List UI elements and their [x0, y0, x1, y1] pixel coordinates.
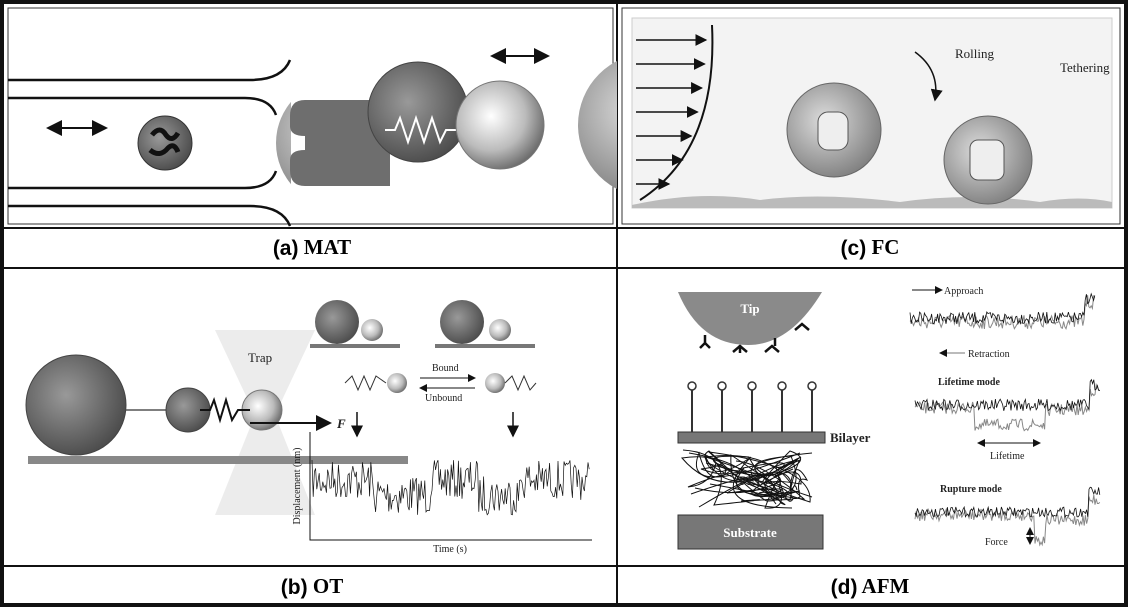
ligand	[688, 382, 696, 390]
afm-tip	[678, 292, 822, 345]
label: Tethering	[1060, 60, 1110, 75]
bead	[489, 319, 511, 341]
bead	[456, 81, 544, 169]
label: Lifetime	[990, 451, 1025, 462]
cell	[26, 355, 126, 455]
cell	[368, 62, 468, 162]
label: PEI	[739, 473, 761, 488]
axis-label: Displacement (nm)	[292, 448, 303, 525]
label: F	[336, 416, 346, 431]
ligand	[748, 382, 756, 390]
bead	[361, 319, 383, 341]
label: Rolling	[955, 46, 995, 61]
cell	[138, 116, 192, 170]
plot-axes	[310, 432, 592, 540]
nucleus	[970, 140, 1004, 180]
panel-b-art: F Trap Bound Unbound Displacement (nm) T…	[26, 300, 592, 555]
ligand	[778, 382, 786, 390]
spring	[505, 376, 536, 390]
label: Approach	[944, 286, 983, 297]
caption: (b) OT	[281, 574, 343, 599]
trace	[910, 295, 1095, 329]
label: Unbound	[425, 393, 462, 404]
bead	[485, 373, 505, 393]
label: Tip	[740, 301, 759, 316]
cell	[440, 300, 484, 344]
caption: (a) MAT	[273, 235, 351, 260]
surface	[435, 344, 535, 348]
surface	[310, 344, 400, 348]
label: Force	[985, 537, 1008, 548]
nucleus	[818, 112, 848, 150]
ligand	[808, 382, 816, 390]
label: Bound	[432, 363, 459, 374]
label: Rupture mode	[940, 484, 1002, 495]
trace	[312, 460, 589, 515]
bilayer	[678, 432, 825, 443]
label: Lifetime mode	[938, 377, 1000, 388]
ligand	[718, 382, 726, 390]
cell	[315, 300, 359, 344]
label: Bilayer	[830, 430, 871, 445]
figure: Rolling Tethering (a) MAT (c) FC (b) OT …	[0, 0, 1128, 607]
caption: (d) AFM	[831, 574, 910, 599]
label: Retraction	[968, 349, 1010, 360]
caption: (c) FC	[841, 235, 900, 260]
panel-d-art: Tip Bilayer PEI Substrate Approach Retra…	[678, 286, 1100, 549]
axis-label: Time (s)	[433, 544, 467, 555]
surface	[28, 456, 408, 464]
panel-a-art	[8, 53, 722, 226]
trace	[910, 294, 1095, 324]
label: Substrate	[723, 525, 777, 540]
label: Trap	[248, 350, 272, 365]
spring	[345, 376, 386, 390]
bead	[387, 373, 407, 393]
